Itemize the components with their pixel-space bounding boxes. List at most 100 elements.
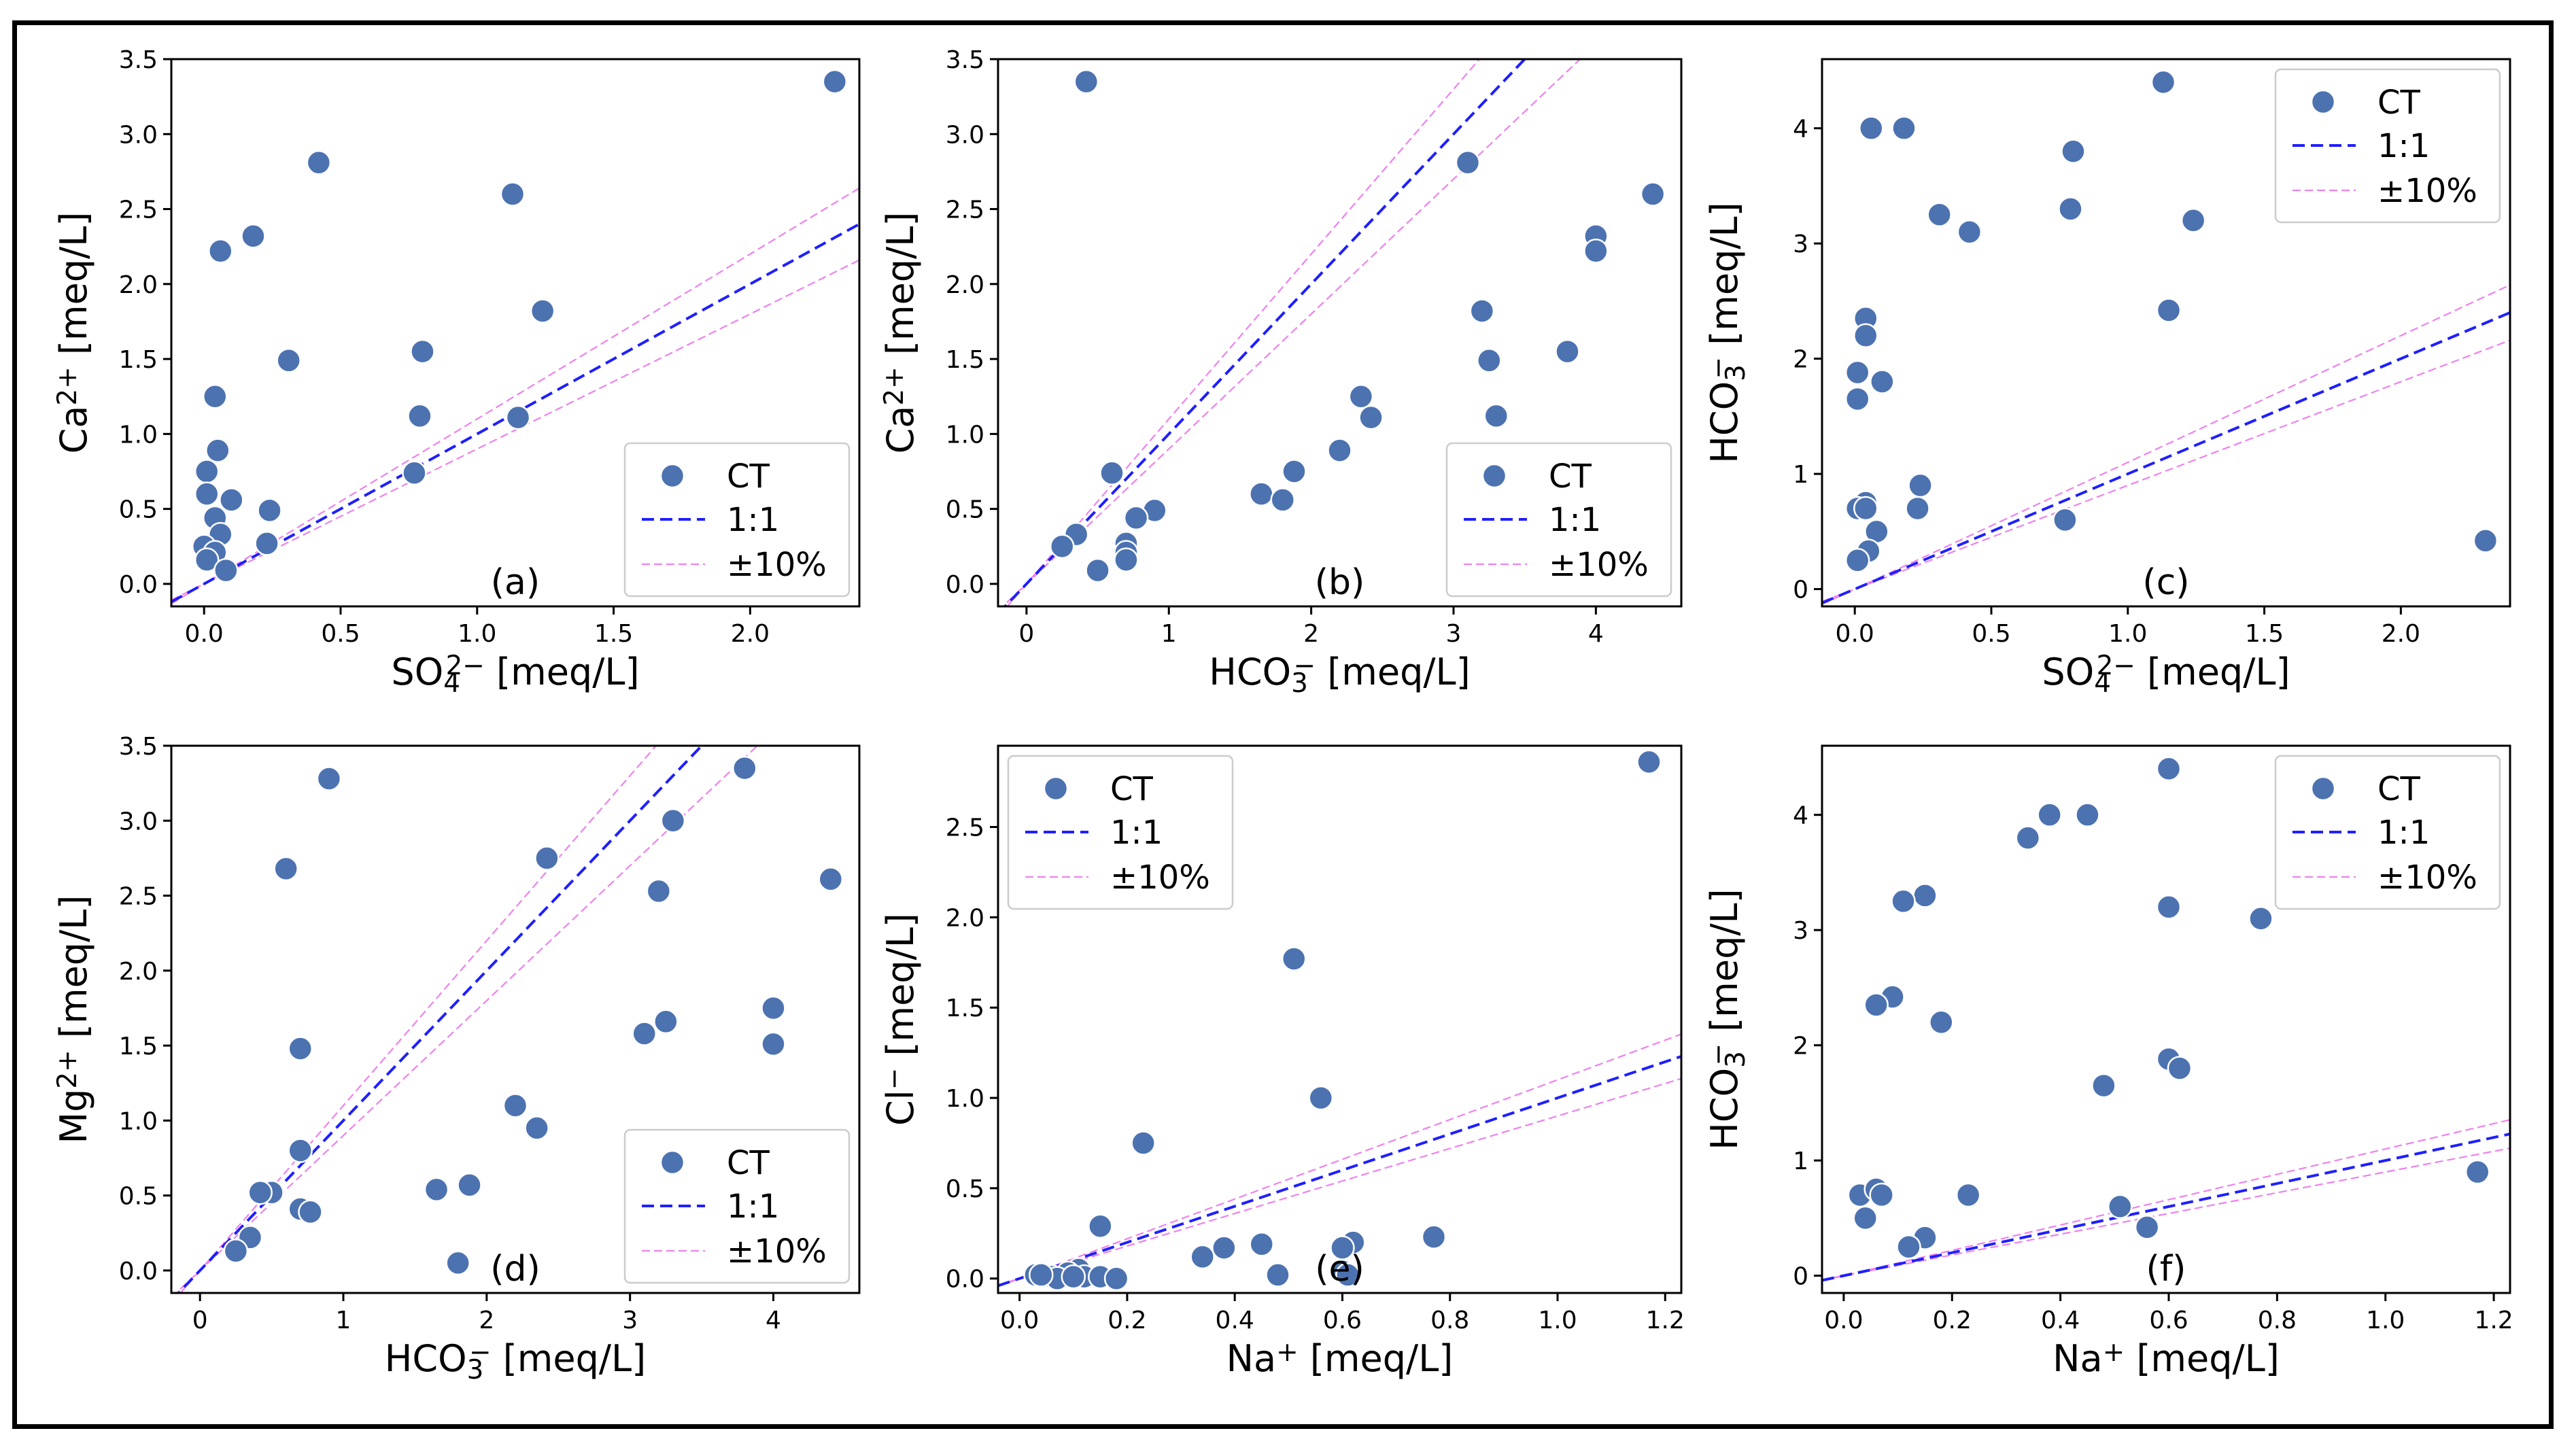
y-tick-label: 0.5 xyxy=(119,1183,158,1211)
data-point xyxy=(2167,1056,2193,1081)
data-point xyxy=(1049,534,1075,559)
x-tick-label: 2 xyxy=(479,1307,494,1334)
x-tick-label: 0.8 xyxy=(2258,1307,2297,1334)
legend-label-points: CT xyxy=(1549,458,1592,496)
data-point xyxy=(445,1250,470,1276)
data-point xyxy=(1853,323,1878,348)
data-point xyxy=(2156,895,2182,920)
data-point xyxy=(1327,438,1352,463)
data-point xyxy=(1859,116,1884,141)
x-axis-label: SO42− [meq/L] xyxy=(2042,651,2290,699)
y-tick-label: 2.0 xyxy=(119,271,158,299)
data-point xyxy=(2108,1194,2133,1220)
data-point xyxy=(761,1031,786,1057)
data-point xyxy=(1282,459,1307,484)
panel-label: (f) xyxy=(2146,1249,2186,1290)
data-point xyxy=(761,995,786,1021)
x-tick-label: 0.6 xyxy=(1323,1307,1362,1334)
legend-label-points: CT xyxy=(2377,84,2421,122)
y-tick-label: 0.0 xyxy=(119,571,158,599)
x-tick-label: 1.0 xyxy=(458,620,496,648)
data-point xyxy=(1912,883,1938,908)
legend-label-band: ±10% xyxy=(2377,172,2477,210)
data-point xyxy=(2134,1215,2160,1240)
data-point xyxy=(257,498,282,523)
legend-label-one-to-one: 1:1 xyxy=(727,1188,779,1226)
y-tick-label: 1.5 xyxy=(946,995,984,1022)
x-axis-label: SO42− [meq/L] xyxy=(391,651,639,699)
data-point xyxy=(1844,547,1870,573)
y-tick-label: 3.5 xyxy=(119,46,158,74)
legend-marker-points xyxy=(2310,776,2336,801)
figure-frame: 0.0 0.5 1.0 1.5 2.0 0.0 0.5 1.0 1.5 2.0 2.5 3.0 3.5 S… xyxy=(12,20,2554,1429)
data-point xyxy=(219,487,244,513)
x-tick-label: 2.0 xyxy=(731,620,770,648)
x-tick-label: 0.0 xyxy=(1000,1307,1039,1334)
data-point xyxy=(2091,1073,2116,1099)
data-point xyxy=(2465,1159,2490,1185)
data-point xyxy=(402,460,427,485)
data-point xyxy=(1844,386,1870,412)
data-point xyxy=(818,867,844,892)
x-tick-label: 4 xyxy=(1588,620,1604,648)
x-tick-label: 1.5 xyxy=(594,620,633,648)
data-point xyxy=(1844,360,1870,385)
y-axis-label: Mg2+ [meq/L] xyxy=(52,895,95,1144)
data-point xyxy=(1123,505,1149,531)
plot-area-e xyxy=(998,749,1681,1291)
plot-area-a xyxy=(171,69,859,604)
y-tick-label: 4 xyxy=(1793,802,1808,830)
y-tick-label: 0 xyxy=(1793,1263,1808,1291)
data-point xyxy=(2248,905,2273,931)
y-tick-label: 1.0 xyxy=(119,421,158,449)
data-point xyxy=(194,547,220,572)
legend: CT 1:1 ±10% xyxy=(1445,442,1672,598)
y-tick-label: 1 xyxy=(1793,1147,1808,1175)
panel-d: 0 1 2 3 4 0.0 0.5 1.0 1.5 2.0 2.5 3.0 3.5 HCO3− [meq/… xyxy=(52,733,861,1385)
data-point xyxy=(247,1179,273,1205)
y-tick-label: 3.0 xyxy=(119,121,158,149)
x-axis-label: Na+ [meq/L] xyxy=(2053,1337,2280,1380)
y-tick-label: 1.0 xyxy=(946,421,984,449)
legend-label-band: ±10% xyxy=(1549,546,1649,584)
data-point xyxy=(1955,1182,1981,1208)
legend-label-points: CT xyxy=(727,1144,770,1182)
data-point xyxy=(1114,547,1139,572)
panel-c: 0.0 0.5 1.0 1.5 2.0 0 1 2 3 4 SO42− [meq/L] HCO3− [… xyxy=(1703,58,2511,699)
band-lower-line xyxy=(998,1077,1681,1286)
data-point xyxy=(646,878,672,904)
panel-label: (a) xyxy=(491,562,540,603)
data-point xyxy=(1249,1232,1275,1257)
data-point xyxy=(1249,481,1274,506)
data-point xyxy=(1583,239,1609,264)
legend-label-band: ±10% xyxy=(727,546,827,584)
data-point xyxy=(208,239,233,264)
legend-label-points: CT xyxy=(2377,770,2421,808)
data-point xyxy=(1957,219,1982,245)
legend-label-one-to-one: 1:1 xyxy=(727,501,779,539)
y-axis-label: Ca2+ [meq/L] xyxy=(879,212,922,454)
data-point xyxy=(2156,756,2182,782)
y-tick-label: 2 xyxy=(1793,1033,1808,1060)
data-point xyxy=(1896,1234,1921,1260)
y-tick-label: 2 xyxy=(1793,346,1808,374)
data-point xyxy=(1190,1244,1215,1270)
legend-label-one-to-one: 1:1 xyxy=(2377,814,2430,852)
x-axis-label: HCO3− [meq/L] xyxy=(1209,651,1470,699)
panel-b: 0 1 2 3 4 0.0 0.5 1.0 1.5 2.0 2.5 3.0 3.5 HCO3− [meq/… xyxy=(879,46,1683,699)
y-tick-label: 1 xyxy=(1793,461,1808,489)
data-point xyxy=(822,69,848,94)
x-tick-label: 1.0 xyxy=(1538,1307,1577,1334)
data-point xyxy=(1864,992,1889,1018)
data-point xyxy=(1891,888,1916,914)
x-tick-label: 0.4 xyxy=(1216,1307,1254,1334)
one-to-one-line xyxy=(1822,311,2510,604)
band-upper-line xyxy=(179,746,657,1293)
band-lower-line xyxy=(171,259,859,601)
y-tick-label: 3 xyxy=(1793,917,1808,945)
legend: CT 1:1 ±10% xyxy=(2274,755,2501,910)
data-point xyxy=(1265,1262,1290,1288)
y-tick-label: 0.5 xyxy=(946,496,984,524)
legend: CT 1:1 ±10% xyxy=(623,1128,851,1284)
x-tick-label: 1.2 xyxy=(2474,1307,2513,1334)
